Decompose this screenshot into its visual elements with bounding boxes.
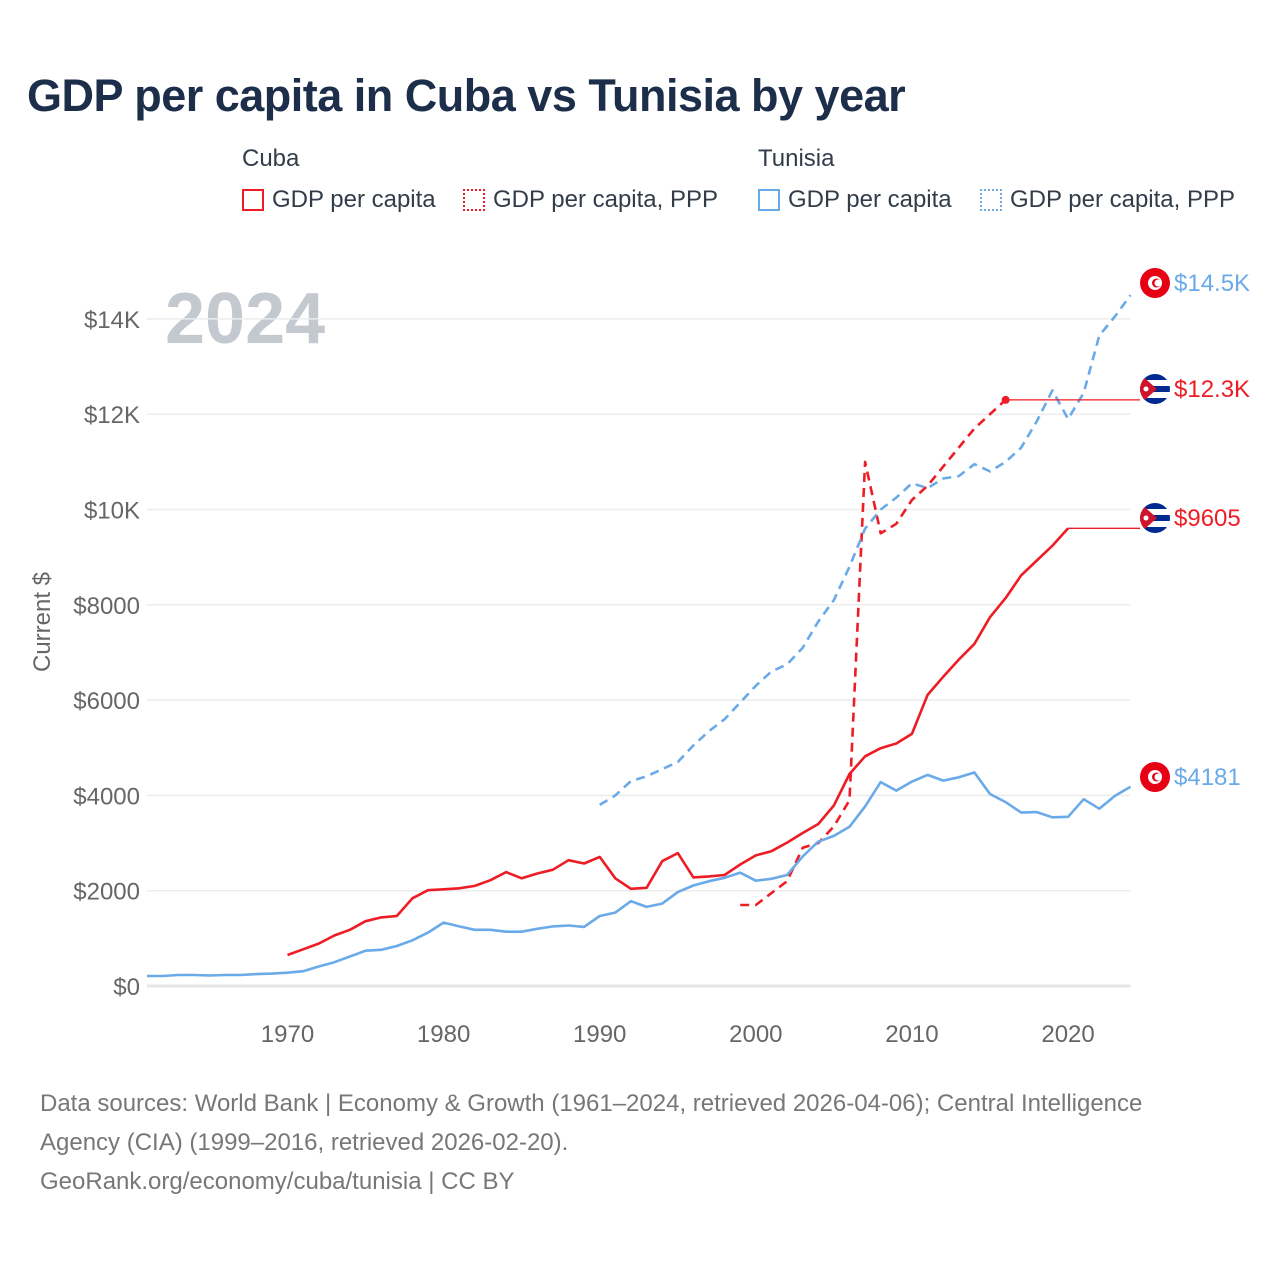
- legend-group-tunisia: Tunisia: [758, 145, 835, 172]
- y-tick-label: $2000: [73, 879, 140, 906]
- flag-body: [1140, 503, 1170, 533]
- series-line-tunisia-gdp: [147, 771, 1132, 978]
- series-line-tunisia-ppp: [599, 294, 1132, 807]
- legend-label: GDP per capita, PPP: [493, 186, 718, 213]
- footer-sources-2: Agency (CIA) (1999–2016, retrieved 2026-…: [40, 1129, 569, 1156]
- y-tick-label: $14K: [84, 307, 140, 334]
- x-tick-label: 2010: [885, 1021, 938, 1048]
- legend-label: GDP per capita: [272, 186, 436, 213]
- series-line-cuba-ppp: [740, 398, 1007, 907]
- flag-stripe: [1140, 380, 1170, 386]
- end-point: [1001, 395, 1010, 404]
- legend-swatch: [758, 189, 780, 211]
- flag-stripe: [1140, 521, 1170, 527]
- flag-stripe: [1140, 392, 1170, 398]
- y-tick-label: $12K: [84, 402, 140, 429]
- flag-stripe: [1140, 374, 1170, 380]
- legend-label: GDP per capita: [788, 186, 952, 213]
- x-tick-label: 1970: [261, 1021, 314, 1048]
- cuba-flag-icon: [1140, 374, 1170, 404]
- end-value-label: $14.5K: [1174, 270, 1250, 297]
- legend-group-cuba: Cuba: [242, 145, 300, 172]
- flag-stripe: [1140, 509, 1170, 515]
- legend-swatch: [463, 189, 485, 211]
- y-axis-label: Current $: [29, 572, 56, 672]
- flag-stripe: [1140, 398, 1170, 404]
- x-tick-label: 2020: [1041, 1021, 1094, 1048]
- flag-body: [1140, 374, 1170, 404]
- flag-crescent-cut: [1154, 773, 1162, 781]
- cuba-flag-icon: [1140, 503, 1170, 533]
- x-tick-label: 1980: [417, 1021, 470, 1048]
- y-tick-label: $6000: [73, 688, 140, 715]
- legend-tunisia-gdp[interactable]: GDP per capita: [758, 186, 952, 214]
- flag-stripe: [1140, 527, 1170, 533]
- end-value-label: $12.3K: [1174, 376, 1250, 403]
- flag-star: [1143, 386, 1149, 392]
- legend-cuba-gdp[interactable]: GDP per capita: [242, 186, 436, 214]
- flag-star: [1143, 515, 1149, 521]
- legend-tunisia-ppp[interactable]: GDP per capita, PPP: [980, 186, 1235, 214]
- x-tick-label: 2000: [729, 1021, 782, 1048]
- series-line-cuba-gdp: [287, 527, 1070, 957]
- legend-cuba-ppp[interactable]: GDP per capita, PPP: [463, 186, 718, 214]
- flag-stripe: [1140, 503, 1170, 509]
- y-tick-label: $10K: [84, 498, 140, 525]
- y-tick-label: $8000: [73, 593, 140, 620]
- chart-title: GDP per capita in Cuba vs Tunisia by yea…: [27, 70, 906, 121]
- y-tick-label: $0: [113, 974, 140, 1001]
- flag-crescent-cut: [1154, 279, 1162, 287]
- legend-swatch: [980, 189, 1002, 211]
- footer-link[interactable]: GeoRank.org/economy/cuba/tunisia | CC BY: [40, 1168, 515, 1195]
- legend-swatch: [242, 189, 264, 211]
- legend-label: GDP per capita, PPP: [1010, 186, 1235, 213]
- end-value-label: $9605: [1174, 505, 1241, 532]
- y-tick-label: $4000: [73, 783, 140, 810]
- footer-sources-1: Data sources: World Bank | Economy & Gro…: [40, 1090, 1143, 1117]
- end-value-label: $4181: [1174, 764, 1241, 791]
- x-tick-label: 1990: [573, 1021, 626, 1048]
